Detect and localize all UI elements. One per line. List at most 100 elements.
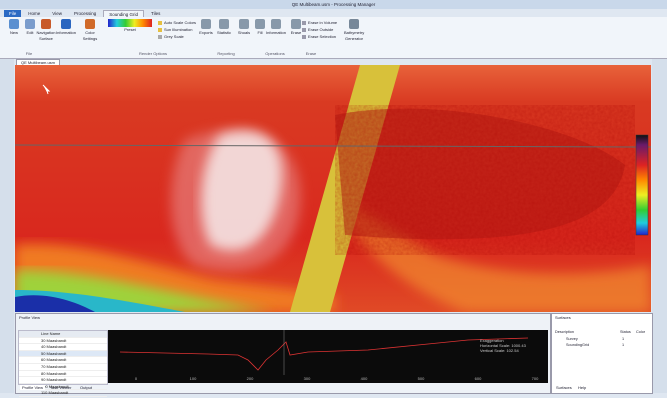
x-label: 300 [304,376,311,381]
panel-tab[interactable]: Output [80,385,93,390]
button-label: Grey Scale [164,34,184,39]
ribbon-button[interactable]: Information [56,19,76,36]
button-icon [255,19,265,29]
shoal [201,130,283,251]
ribbon-button[interactable]: Sun Illumination [158,27,198,33]
line-row[interactable]: 40 Maasbandt [19,344,107,351]
ribbon-button[interactable]: Navigation Surface [36,19,56,41]
x-labels: 0 100 200 300 400 500 600 700 [135,376,539,381]
left-sidebar [0,59,14,393]
map-view [15,65,651,312]
profile-panel: Profile View Line Name 30 Maasbandt 40 Ma… [15,313,551,397]
panel-tab[interactable]: Surfaces [556,385,572,390]
surface-cell[interactable]: 1 [622,343,625,347]
button-icon [158,34,162,39]
window-title: QE Multibeam.usm - Processing Manager [291,2,376,7]
ribbon-tab[interactable]: Processing [73,11,97,16]
button-label: Exports [199,30,213,35]
button-label: Color Settings [82,30,98,41]
button-icon [239,19,249,29]
ribbon-button[interactable]: Auto Scale Colors [158,20,198,26]
line-rows: 30 Maasbandt 40 Maasbandt 50 Maasbandt 60 M… [19,338,107,397]
ribbon-button[interactable]: Information [266,19,286,36]
button-label: Information [56,30,77,35]
ribbon-tab[interactable]: File [4,10,22,17]
ribbon-button[interactable]: Color Settings [80,19,100,41]
ribbon-tab[interactable]: View [52,11,62,16]
ribbon-button[interactable]: Statistic [214,19,234,36]
ribbon-tab[interactable]: Sounding Grid [103,10,145,18]
panel-tab[interactable]: Help [578,385,587,390]
surface-cell[interactable]: 1 [622,337,625,341]
button-icon [271,19,281,29]
ribbon-button[interactable]: Preset [108,19,152,33]
x-label: 100 [190,376,197,381]
panel-tab[interactable]: Task Viewer [50,385,72,390]
ribbon-button[interactable]: Fill [250,19,270,36]
chart-background [108,330,548,383]
x-label: 200 [247,376,254,381]
column-header: Status [620,330,631,334]
surface-cell[interactable]: SoundingGrid [566,343,590,347]
button-icon [302,34,306,39]
surfaces-title: Surfaces [555,315,571,320]
deep-zone [15,295,95,312]
column-header: Description [555,330,574,334]
button-label: Fill [257,30,263,35]
button-label: Preset [124,27,136,32]
ribbon-button[interactable]: Erase in Volume [302,20,342,26]
button-icon [158,27,162,32]
ribbon-button[interactable]: Erase Outside [302,27,342,33]
button-label: Sun Illumination [164,27,193,32]
button-icon [85,19,95,29]
line-row[interactable]: 90 Maasbandt [19,377,107,384]
surface-cell[interactable]: Survey [566,337,578,341]
line-row[interactable]: 100 Maasbandt [19,384,107,391]
line-row[interactable]: 70 Maasbandt [19,364,107,371]
button-label: Erase in Volume [308,20,338,25]
info-text: Exaggeration [480,338,504,343]
ribbon-button[interactable]: Erase Selection [302,34,342,40]
color-scale [635,134,649,236]
line-row[interactable]: 110 Maasbandt [19,390,107,397]
x-label: 400 [361,376,368,381]
ribbon-button[interactable]: Shoals [234,19,254,36]
x-label: 0 [135,376,138,381]
line-row[interactable]: 80 Maasbandt [19,371,107,378]
button-icon [291,19,301,29]
ribbon-group-label: Operations [265,51,285,56]
panel-tab[interactable]: Profile View [20,385,46,390]
button-icon [302,27,306,32]
profile-title: Profile View [19,315,41,320]
ribbon-button[interactable]: Erase [286,19,306,36]
button-label: Erase Selection [308,34,337,39]
x-label: 700 [532,376,539,381]
ribbon-button[interactable]: Edit [20,19,40,36]
ribbon-button[interactable]: Exports [196,19,216,36]
ribbon-group-label: Reporting [217,51,235,56]
info-text: Vertical Scale: 102.54 [480,348,519,353]
ribbon-button[interactable]: Bathymetry Generator [344,19,364,41]
button-icon [9,19,19,29]
ribbon-button[interactable]: Grey Scale [158,34,198,40]
line-row[interactable]: 30 Maasbandt [19,338,107,345]
ribbon-button[interactable]: New [4,19,24,36]
ribbon-tab[interactable]: Tiles [151,11,161,16]
button-icon [158,20,162,25]
button-label: Bathymetry Generator [344,30,365,41]
info-text: Horizontal Scale: 1000.43 [480,343,527,348]
line-row[interactable]: 50 Maasbandt [19,350,107,358]
ribbon-group-label: File [25,51,33,56]
button-icon [25,19,35,29]
button-icon [349,19,359,29]
texture [335,105,635,255]
orange-zone [335,195,651,312]
line-row[interactable]: 60 Maasbandt [19,357,107,364]
ribbon-tab[interactable]: Home [28,11,41,16]
button-icon [108,19,152,27]
list-header: Line Name [19,331,107,338]
button-label: New [9,30,18,35]
button-label: Information [266,30,287,35]
